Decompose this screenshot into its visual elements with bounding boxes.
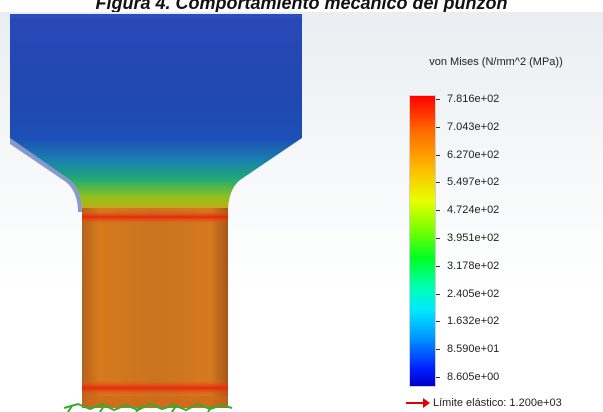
colorbar-tick-label: 8.590e+01 [447, 343, 500, 356]
yield-limit-indicator: Límite elástico: 1.200e+03 [405, 396, 562, 410]
colorbar-tick [436, 293, 440, 295]
colorbar-tick-label: 8.605e+00 [447, 371, 500, 383]
colorbar-tick-label: 7.816e+02 [447, 93, 500, 105]
colorbar-tick [436, 210, 440, 212]
colorbar-tick-label: 5.497e+02 [447, 176, 500, 189]
figure-caption: Figura 4. Comportamiento mecánico del pu… [95, 0, 508, 13]
colorbar-tick [436, 99, 440, 100]
colorbar-tick [436, 154, 440, 156]
colorbar-tick-label: 1.632e+02 [447, 315, 500, 328]
colorbar-tick [436, 377, 440, 378]
colorbar-tick-label: 7.043e+02 [447, 120, 500, 133]
legend-title: von Mises (N/mm^2 (MPa)) [429, 56, 563, 68]
colorbar-tick-label: 4.724e+02 [447, 204, 500, 217]
graphics-viewport[interactable]: von Mises (N/mm^2 (MPa)) 7.816e+02 7.043e… [0, 12, 603, 412]
punch-neck [10, 138, 302, 212]
colorbar-tick [436, 265, 440, 267]
colorbar-tick [436, 349, 440, 351]
fixture-markers [63, 402, 233, 412]
yield-limit-label: Límite elástico: 1.200e+03 [433, 397, 562, 409]
arrow-right-icon [406, 398, 430, 408]
punch-head [10, 14, 302, 138]
colorbar-tick [436, 321, 440, 323]
colorbar-tick [436, 182, 440, 184]
colorbar-tick-label: 3.178e+02 [447, 259, 500, 272]
colorbar-tick [436, 126, 440, 128]
colorbar-tick [436, 238, 440, 239]
colorbar-tick-label: 2.405e+02 [447, 287, 500, 300]
punch-shaft [82, 208, 228, 408]
colorbar-tick-label: 3.951e+02 [447, 232, 500, 244]
colorbar-tick-label: 6.270e+02 [447, 148, 500, 161]
punch-model[interactable] [0, 12, 603, 412]
stress-colorbar [409, 95, 436, 387]
